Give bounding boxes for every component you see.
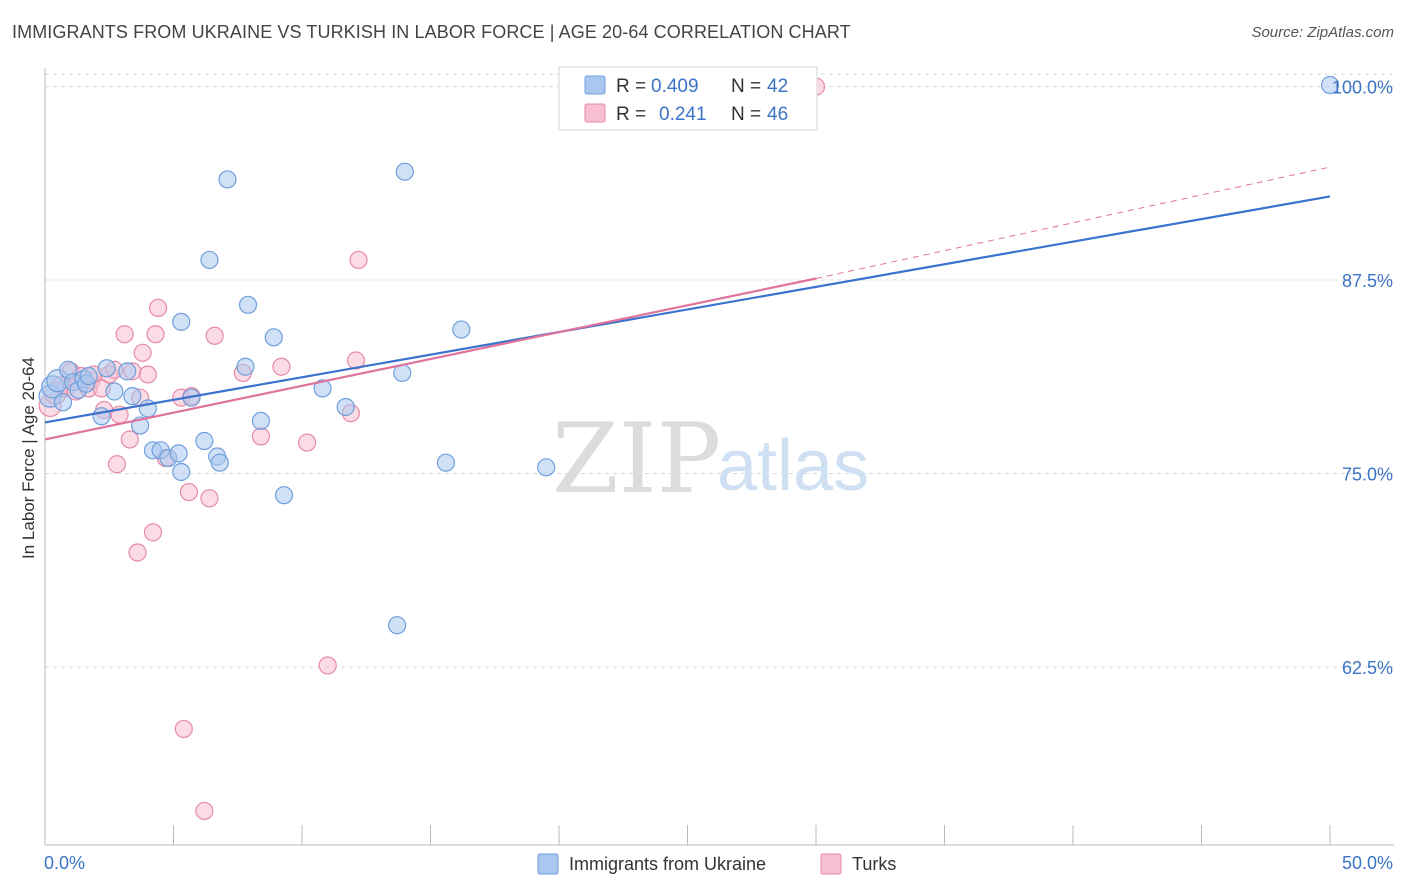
- bottom-legend-swatch-ukraine: [537, 853, 559, 875]
- point-turks-31: [195, 801, 214, 821]
- y-tick-label-0: 62.5%: [1342, 658, 1393, 678]
- point-ukraine-30: [238, 295, 258, 314]
- point-turks-21: [133, 343, 152, 362]
- legend-n-label-turks: N =: [731, 104, 766, 125]
- point-ukraine-9: [79, 366, 98, 386]
- y-tick-labels: 62.5% 75.0% 87.5% 100.0%: [1332, 78, 1393, 678]
- bottom-legend-label-ukraine: Immigrants from Ukraine: [569, 854, 766, 874]
- point-ukraine-32: [264, 328, 283, 347]
- trend-line-turks: [44, 277, 817, 441]
- point-turks-16: [115, 325, 134, 344]
- point-ukraine-10: [92, 407, 111, 426]
- point-turks-22: [138, 365, 157, 384]
- point-turks-25: [148, 298, 168, 318]
- legend-r-label-turks: R =: [616, 104, 651, 125]
- y-tick-label-1: 75.0%: [1342, 465, 1393, 485]
- bottom-legend-label-turks: Turks: [852, 854, 896, 874]
- point-ukraine-27: [210, 453, 229, 472]
- point-ukraine-38: [395, 162, 414, 181]
- point-turks-37: [298, 433, 317, 452]
- point-ukraine-13: [118, 362, 137, 381]
- point-ukraine-39: [436, 453, 456, 472]
- point-turks-29: [179, 482, 199, 502]
- point-turks-14: [107, 455, 127, 474]
- point-ukraine-11: [97, 359, 116, 378]
- legend-n-value-ukraine: 42: [767, 76, 788, 97]
- point-ukraine-24: [195, 431, 214, 451]
- watermark: ZIP atlas: [552, 403, 869, 515]
- trend-lines: [44, 166, 1331, 441]
- point-ukraine-29: [236, 357, 255, 376]
- point-turks-32: [200, 489, 219, 508]
- chart-source: Source: ZipAtlas.com: [1251, 24, 1394, 41]
- x-tick-labels: 0.0% 50.0%: [44, 853, 1393, 873]
- point-turks-19: [128, 543, 147, 562]
- legend-n-label-ukraine: N =: [731, 76, 766, 97]
- bottom-legend-swatch-turks: [820, 853, 842, 875]
- point-turks-24: [146, 325, 165, 344]
- y-tick-label-2: 87.5%: [1342, 271, 1393, 291]
- point-ukraine-31: [251, 411, 270, 431]
- series-ukraine-points: [38, 75, 1340, 635]
- legend-swatch-turks: [584, 103, 606, 123]
- point-ukraine-42: [1320, 75, 1340, 95]
- legend-swatch-ukraine: [584, 75, 606, 95]
- point-ukraine-33: [274, 486, 294, 505]
- point-ukraine-40: [452, 320, 471, 339]
- legend-r-value-turks: 0.241: [659, 104, 707, 125]
- point-ukraine-25: [200, 250, 219, 270]
- point-ukraine-35: [336, 397, 355, 417]
- watermark-zip: ZIP: [552, 403, 721, 515]
- point-turks-17: [120, 430, 139, 449]
- point-ukraine-41: [537, 458, 556, 477]
- point-turks-23: [143, 523, 163, 542]
- legend-row-turks: R = 0.241 N = 46: [616, 104, 788, 125]
- trend-line-turks-extension: [815, 166, 1331, 279]
- legend-row-ukraine: R = 0.409 N = 42: [616, 76, 788, 97]
- point-ukraine-22: [172, 312, 191, 331]
- point-ukraine-21: [172, 462, 191, 482]
- point-turks-41: [349, 250, 368, 270]
- point-ukraine-12: [105, 382, 124, 401]
- point-turks-40: [346, 351, 366, 370]
- point-ukraine-28: [218, 170, 237, 189]
- point-turks-35: [251, 427, 270, 446]
- legend-n-value-turks: 46: [767, 104, 788, 125]
- watermark-atlas: atlas: [717, 426, 869, 506]
- trend-line-ukraine: [44, 195, 1331, 424]
- legend-r-label-ukraine: R =: [616, 76, 651, 97]
- point-ukraine-34: [313, 379, 332, 398]
- point-ukraine-36: [387, 616, 407, 635]
- point-ukraine-20: [169, 444, 188, 463]
- point-ukraine-14: [123, 387, 142, 406]
- point-turks-38: [318, 656, 337, 675]
- axes: [44, 68, 1394, 846]
- point-turks-33: [205, 326, 224, 345]
- point-ukraine-3: [53, 393, 73, 412]
- series-legend: Immigrants from Ukraine Turks: [537, 853, 896, 875]
- point-turks-28: [174, 719, 193, 739]
- x-tick-label-0: 0.0%: [44, 853, 85, 873]
- point-turks-36: [272, 357, 291, 376]
- y-tick-label-3: 100.0%: [1332, 78, 1393, 98]
- correlation-legend: R = 0.409 N = 42 R = 0.241 N = 46: [558, 66, 818, 131]
- legend-r-value-ukraine: 0.409: [651, 76, 699, 97]
- x-tick-label-1: 50.0%: [1342, 853, 1393, 873]
- y-axis-label: In Labor Force | Age 20-64: [19, 357, 38, 559]
- chart-title: IMMIGRANTS FROM UKRAINE VS TURKISH IN LA…: [12, 22, 851, 42]
